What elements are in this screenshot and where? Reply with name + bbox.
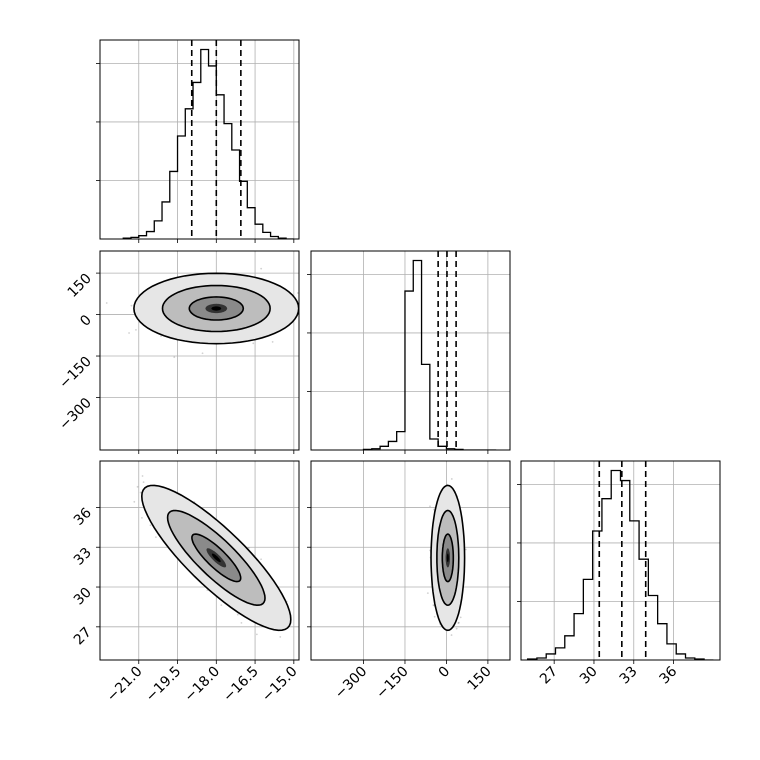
scatter-point bbox=[450, 478, 453, 480]
scatter-point bbox=[457, 621, 460, 624]
scatter-point bbox=[247, 547, 250, 549]
contour-line bbox=[436, 509, 460, 607]
scatter-point bbox=[429, 505, 431, 508]
scatter-point bbox=[279, 636, 282, 638]
scatter-point bbox=[201, 352, 204, 355]
scatter-point bbox=[432, 604, 435, 606]
contour-line bbox=[140, 484, 292, 632]
panel-frame bbox=[520, 460, 721, 661]
scatter-point bbox=[302, 303, 304, 305]
histogram-panel-0 bbox=[96, 39, 300, 243]
x-tick-label: −16.5 bbox=[220, 664, 262, 706]
scatter-point bbox=[136, 485, 139, 488]
contour-line bbox=[430, 484, 466, 632]
scatter-point bbox=[160, 335, 162, 338]
scatter-point bbox=[464, 548, 467, 551]
scatter-point bbox=[426, 592, 429, 594]
scatter-point bbox=[271, 341, 274, 343]
histogram-panel-1 bbox=[307, 250, 511, 454]
scatter-point bbox=[220, 604, 223, 607]
x-tick-label: 27 bbox=[537, 664, 561, 688]
y-tick-label: 30 bbox=[71, 585, 95, 609]
panel-content bbox=[426, 478, 467, 636]
scatter-point bbox=[240, 621, 243, 624]
histogram-panel-2: 27 30 33 36 bbox=[517, 460, 721, 688]
contour-line bbox=[188, 296, 245, 321]
scatter-point bbox=[142, 481, 145, 483]
histogram-steps bbox=[122, 48, 294, 239]
y-tick-label: 36 bbox=[71, 505, 95, 529]
panel-frame bbox=[99, 250, 300, 451]
scatter-point bbox=[260, 267, 263, 270]
x-tick-label: −150 bbox=[373, 664, 412, 703]
y-tick-label: 150 bbox=[65, 271, 95, 301]
scatter-point bbox=[236, 613, 239, 616]
panel-frame bbox=[99, 39, 300, 240]
scatter-point bbox=[139, 491, 142, 494]
gridlines-y bbox=[521, 484, 720, 602]
panel-frame bbox=[99, 460, 300, 661]
gridlines bbox=[553, 461, 674, 660]
contour-line bbox=[161, 284, 271, 333]
contour-line bbox=[191, 533, 242, 583]
density-peak bbox=[211, 553, 221, 563]
scatter-point bbox=[128, 332, 130, 334]
pair-panel-0-2: −21.0−19.5−18.0−16.5−15.0 27 30 33 36 bbox=[71, 460, 306, 706]
scatter-point bbox=[296, 292, 299, 294]
scatter-point bbox=[433, 615, 436, 618]
gridlines-y bbox=[100, 63, 299, 181]
scatter-point bbox=[133, 500, 136, 503]
x-tick-label: −300 bbox=[332, 664, 371, 703]
y-tick-label: −150 bbox=[56, 354, 95, 393]
scatter-point bbox=[130, 304, 133, 307]
histogram-steps bbox=[362, 259, 497, 450]
panel-content bbox=[133, 475, 306, 638]
scatter-point bbox=[135, 328, 137, 331]
contour-line bbox=[166, 509, 266, 607]
y-tick-label: 33 bbox=[71, 545, 95, 569]
scatter-point bbox=[141, 516, 143, 519]
gridlines bbox=[363, 251, 489, 450]
scatter-point bbox=[141, 475, 144, 477]
contour-line bbox=[441, 533, 455, 583]
panel-frame bbox=[310, 250, 511, 451]
x-tick-label: −21.0 bbox=[104, 664, 146, 706]
gridlines-y bbox=[311, 274, 510, 392]
pair-panel-0-1: −300−150 0 150 bbox=[56, 250, 304, 454]
panel-frame bbox=[310, 460, 511, 661]
x-tick-label: −18.0 bbox=[181, 664, 223, 706]
density-peak bbox=[446, 553, 449, 563]
gridlines bbox=[311, 461, 510, 660]
scatter-point bbox=[252, 342, 255, 345]
scatter-point bbox=[450, 634, 453, 636]
x-tick-label: 33 bbox=[617, 664, 641, 688]
scatter-point bbox=[455, 627, 458, 630]
x-tick-label: 0 bbox=[436, 664, 454, 682]
y-tick-label: 27 bbox=[71, 624, 95, 648]
x-tick-label: −19.5 bbox=[143, 664, 185, 706]
scatter-point bbox=[255, 633, 258, 636]
scatter-point bbox=[457, 622, 460, 624]
scatter-point bbox=[459, 616, 462, 619]
x-tick-label: 30 bbox=[577, 664, 601, 688]
scatter-point bbox=[173, 356, 176, 359]
x-tick-label: −15.0 bbox=[259, 664, 301, 706]
panel-content bbox=[105, 267, 304, 359]
x-tick-label: 150 bbox=[464, 664, 494, 694]
density-peak bbox=[211, 306, 222, 311]
x-tick-label: 36 bbox=[656, 663, 680, 687]
scatter-point bbox=[105, 302, 108, 304]
contour-line bbox=[133, 272, 299, 345]
scatter-point bbox=[304, 603, 306, 605]
histogram-steps bbox=[526, 469, 714, 660]
scatter-point bbox=[260, 558, 262, 561]
scatter-point bbox=[154, 536, 157, 539]
scatter-point bbox=[149, 524, 152, 527]
y-tick-label: −300 bbox=[56, 395, 95, 434]
pair-panel-1-2: −300 −150 0 150 bbox=[307, 460, 511, 703]
y-tick-label: 0 bbox=[77, 312, 95, 330]
